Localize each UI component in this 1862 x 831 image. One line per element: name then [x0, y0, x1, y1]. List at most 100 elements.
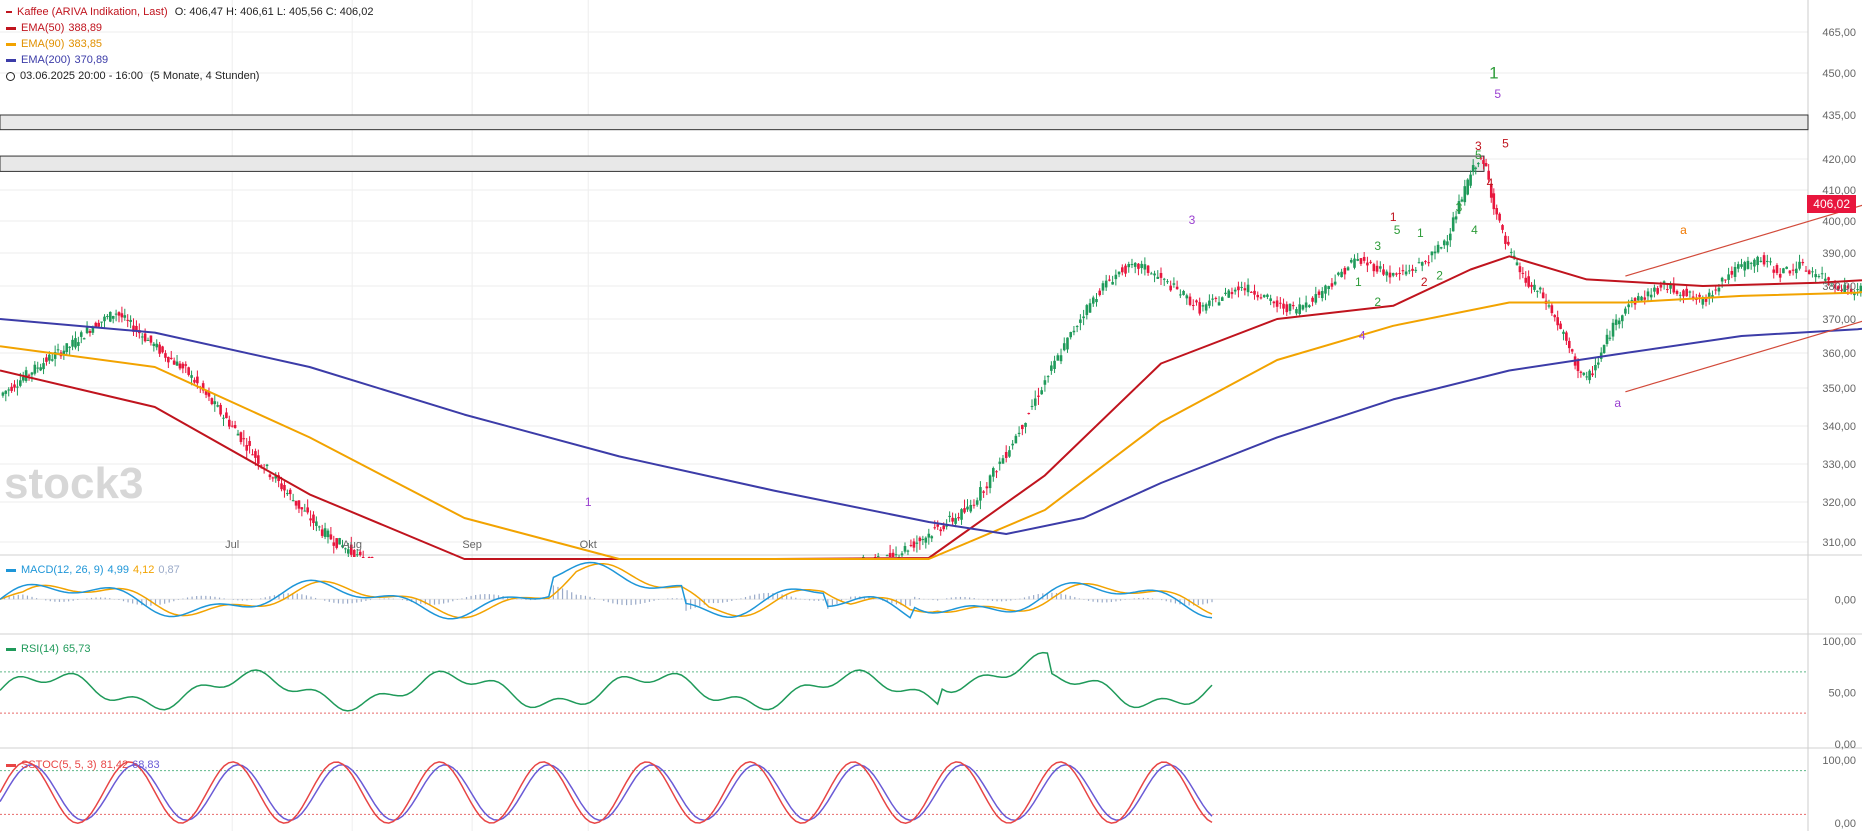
candle-body	[1220, 297, 1224, 301]
candle-body	[1791, 269, 1795, 271]
ema200-swatch-icon	[6, 58, 16, 62]
candle-body	[1343, 267, 1347, 275]
candle-body	[1243, 288, 1247, 291]
candle-body	[876, 556, 880, 558]
candle-body	[1704, 298, 1708, 302]
candle-body	[1314, 294, 1318, 303]
wave-label: 4	[1359, 328, 1366, 342]
candle-body	[1353, 258, 1356, 268]
candle-body	[1653, 287, 1656, 292]
candle-body	[888, 553, 892, 557]
wave-label: 5	[1502, 136, 1509, 150]
candle-body	[1233, 289, 1237, 292]
rsi-swatch-icon	[6, 647, 16, 651]
candle-body	[146, 339, 150, 341]
candle-body	[1527, 276, 1530, 287]
candle-body	[1262, 294, 1266, 298]
price-tick-label: 435,00	[1822, 110, 1856, 122]
candle-body	[123, 315, 127, 318]
candle-body	[979, 487, 982, 501]
candle-body	[1001, 458, 1005, 464]
candle-body	[1859, 285, 1862, 294]
candle-body	[1388, 272, 1392, 278]
time-tick-label: Jul	[225, 539, 239, 551]
legend-rsi[interactable]: RSI(14) 65,73	[6, 643, 90, 656]
candle-body	[1524, 277, 1528, 283]
candle-body	[1521, 272, 1525, 274]
candle-body	[1814, 274, 1817, 278]
candle-body	[1104, 280, 1108, 288]
candle-body	[1579, 371, 1583, 373]
candle-body	[10, 386, 13, 391]
candle-body	[1501, 225, 1504, 230]
candle-body	[1043, 380, 1047, 385]
rsi-tick-label: 0,00	[1835, 739, 1856, 751]
candle-body	[885, 555, 889, 557]
candle-body	[1608, 337, 1612, 339]
channel-lower-line	[1625, 320, 1862, 393]
candle-body	[891, 552, 895, 557]
legend-range[interactable]: 03.06.2025 20:00 - 16:00 (5 Monate, 4 St…	[6, 70, 259, 83]
candle-body	[951, 517, 954, 522]
candle-body	[1457, 201, 1461, 214]
candle-body	[1256, 294, 1260, 298]
candle-body	[1266, 294, 1269, 297]
legend-ema200[interactable]: EMA(200) 370,89	[6, 54, 108, 67]
candle-body	[1533, 284, 1536, 290]
candle-body	[355, 554, 359, 556]
candle-body	[1518, 266, 1522, 273]
candle-body	[1820, 273, 1824, 275]
candle-body	[1024, 422, 1027, 427]
candle-body	[1646, 291, 1650, 297]
candle-body	[254, 451, 257, 458]
candle-body	[210, 398, 214, 405]
candle-body	[1298, 304, 1301, 314]
candle-body	[1156, 276, 1160, 279]
candle-body	[315, 521, 318, 526]
ema90-value: 383,85	[68, 38, 103, 50]
candle-body	[1079, 319, 1082, 323]
candle-body	[193, 379, 196, 383]
candles	[1, 155, 1862, 558]
candle-body	[1756, 256, 1759, 266]
candle-body	[1253, 290, 1256, 295]
candle-body	[1711, 295, 1714, 297]
candle-body	[1643, 297, 1647, 300]
sstoc-tick-label: 0,00	[1835, 818, 1856, 830]
candle-body	[1424, 261, 1427, 263]
candle-body	[349, 544, 353, 555]
legend-sstoc[interactable]: SSTOC(5, 5, 3) 81,42 68,83	[6, 759, 160, 772]
ema-line-ema50	[0, 255, 1862, 560]
candle-body	[1340, 271, 1343, 278]
price-tick-label: 360,00	[1822, 348, 1856, 360]
candle-body	[1439, 247, 1443, 249]
candle-body	[1611, 322, 1615, 337]
price-tick-label: 465,00	[1822, 27, 1856, 39]
candle-body	[1111, 281, 1114, 285]
candle-body	[1724, 279, 1727, 281]
legend-ema90[interactable]: EMA(90) 383,85	[6, 38, 102, 51]
candle-body	[1143, 264, 1147, 270]
candle-body	[1749, 262, 1753, 264]
candle-body	[1640, 296, 1643, 301]
candle-body	[1469, 174, 1472, 186]
candle-body	[1285, 304, 1289, 313]
candle-body	[1211, 298, 1214, 300]
candle-body	[1553, 315, 1557, 318]
candle-body	[1536, 290, 1539, 292]
candle-body	[312, 514, 315, 524]
candle-body	[62, 350, 66, 355]
candle-body	[903, 546, 907, 552]
candle-body	[1717, 287, 1721, 292]
candle-body	[1436, 244, 1440, 253]
wave-label: 5	[1494, 87, 1501, 101]
legend-macd[interactable]: MACD(12, 26, 9) 4,99 4,12 0,87	[6, 564, 180, 577]
candle-body	[294, 500, 298, 506]
candle-body	[1567, 340, 1571, 349]
candle-body	[225, 412, 228, 419]
legend-ema50[interactable]: EMA(50) 388,89	[6, 22, 102, 35]
candle-body	[1804, 270, 1808, 272]
candle-body	[1556, 317, 1559, 326]
candle-body	[158, 344, 161, 354]
